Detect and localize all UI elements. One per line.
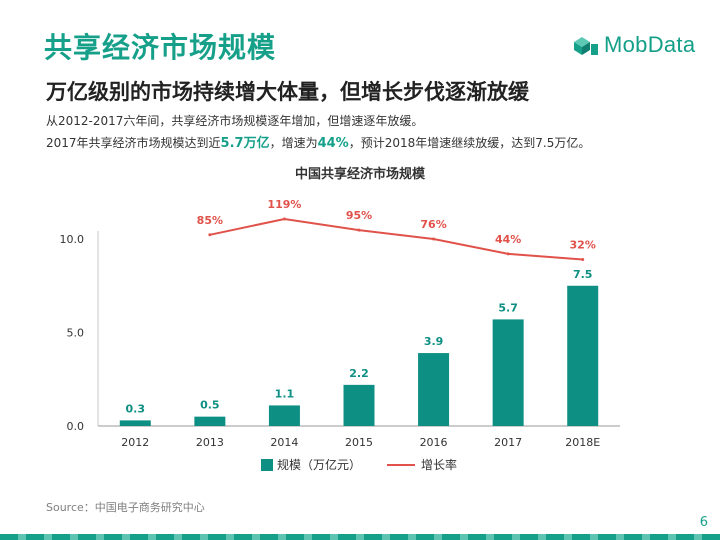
chart-legend: 规模（万亿元） 增长率 xyxy=(0,456,720,473)
bar-2012 xyxy=(119,420,151,426)
x-tick-label: 2014 xyxy=(270,436,298,449)
x-tick-label: 2017 xyxy=(494,436,522,449)
description-text: ，增速为 xyxy=(269,136,318,150)
legend-label-scale: 规模（万亿元） xyxy=(276,458,361,472)
legend-label-growth: 增长率 xyxy=(421,458,458,472)
legend-line-swatch xyxy=(387,463,415,466)
logo-text: MobData xyxy=(604,32,696,57)
legend-bar-swatch xyxy=(260,458,273,471)
bar-2017 xyxy=(492,319,524,426)
x-tick-label: 2015 xyxy=(345,436,373,449)
logo-icon xyxy=(574,37,598,55)
bar-value-label: 7.5 xyxy=(573,268,593,281)
page-subtitle: 万亿级别的市场持续增大体量，但增长步伐逐渐放缓 xyxy=(46,80,529,104)
source-note: Source：中国电子商务研究中心 xyxy=(46,501,205,514)
growth-rate-label: 95% xyxy=(346,209,372,222)
y-tick-label: 5.0 xyxy=(67,327,85,340)
bar-value-label: 1.1 xyxy=(275,387,295,400)
description-text: ，预计2018年增速继续放缓，达到7.5万亿。 xyxy=(348,136,591,150)
growth-rate-line xyxy=(209,217,583,261)
bar-2018E xyxy=(567,285,599,426)
description-line-2: 2017年共享经济市场规模达到近5.7万亿，增速为44%，预计2018年增速继续… xyxy=(46,132,590,151)
growth-rate-label: 76% xyxy=(420,218,446,231)
growth-rate-label: 32% xyxy=(570,238,596,251)
x-tick-label: 2013 xyxy=(196,436,224,449)
bar-2015 xyxy=(343,384,375,426)
bar-value-label: 0.5 xyxy=(200,399,220,412)
growth-rate-label: 44% xyxy=(495,233,521,246)
growth-rate-label: 119% xyxy=(267,198,301,211)
footer-stripe xyxy=(0,534,720,540)
description-text: 2017年共享经济市场规模达到近 xyxy=(46,136,221,150)
highlight-growth-rate: 44% xyxy=(317,136,349,151)
page-title: 共享经济市场规模 xyxy=(44,31,277,64)
y-tick-label: 0.0 xyxy=(67,420,85,433)
growth-rate-label: 85% xyxy=(197,214,223,227)
growth-rate-point xyxy=(282,217,286,221)
growth-rate-point xyxy=(506,252,510,256)
growth-rate-point xyxy=(208,233,212,237)
bar-2016 xyxy=(418,353,450,426)
mobdata-logo: MobData xyxy=(572,32,695,58)
highlight-market-size: 5.7万亿 xyxy=(220,136,270,151)
growth-rate-point xyxy=(357,228,361,232)
bar-value-label: 2.2 xyxy=(349,367,369,380)
page-number: 6 xyxy=(699,515,708,530)
x-tick-label: 2012 xyxy=(121,436,149,449)
legend-item-scale: 规模（万亿元） xyxy=(260,456,361,473)
bar-value-label: 0.3 xyxy=(126,402,146,415)
legend-item-growth: 增长率 xyxy=(387,456,457,473)
bar-2013 xyxy=(194,416,226,426)
y-tick-label: 10.0 xyxy=(60,233,85,246)
description-line-1: 从2012-2017六年间，共享经济市场规模逐年增加，但增速逐年放缓。 xyxy=(46,114,424,128)
bar-value-label: 5.7 xyxy=(498,301,518,314)
growth-rate-point xyxy=(581,257,585,261)
chart-title: 中国共享经济市场规模 xyxy=(294,167,425,182)
growth-rate-point xyxy=(432,237,436,241)
bar-2014 xyxy=(268,405,300,426)
bar-value-label: 3.9 xyxy=(424,335,444,348)
x-tick-label: 2016 xyxy=(420,436,448,449)
x-tick-label: 2018E xyxy=(565,436,600,449)
